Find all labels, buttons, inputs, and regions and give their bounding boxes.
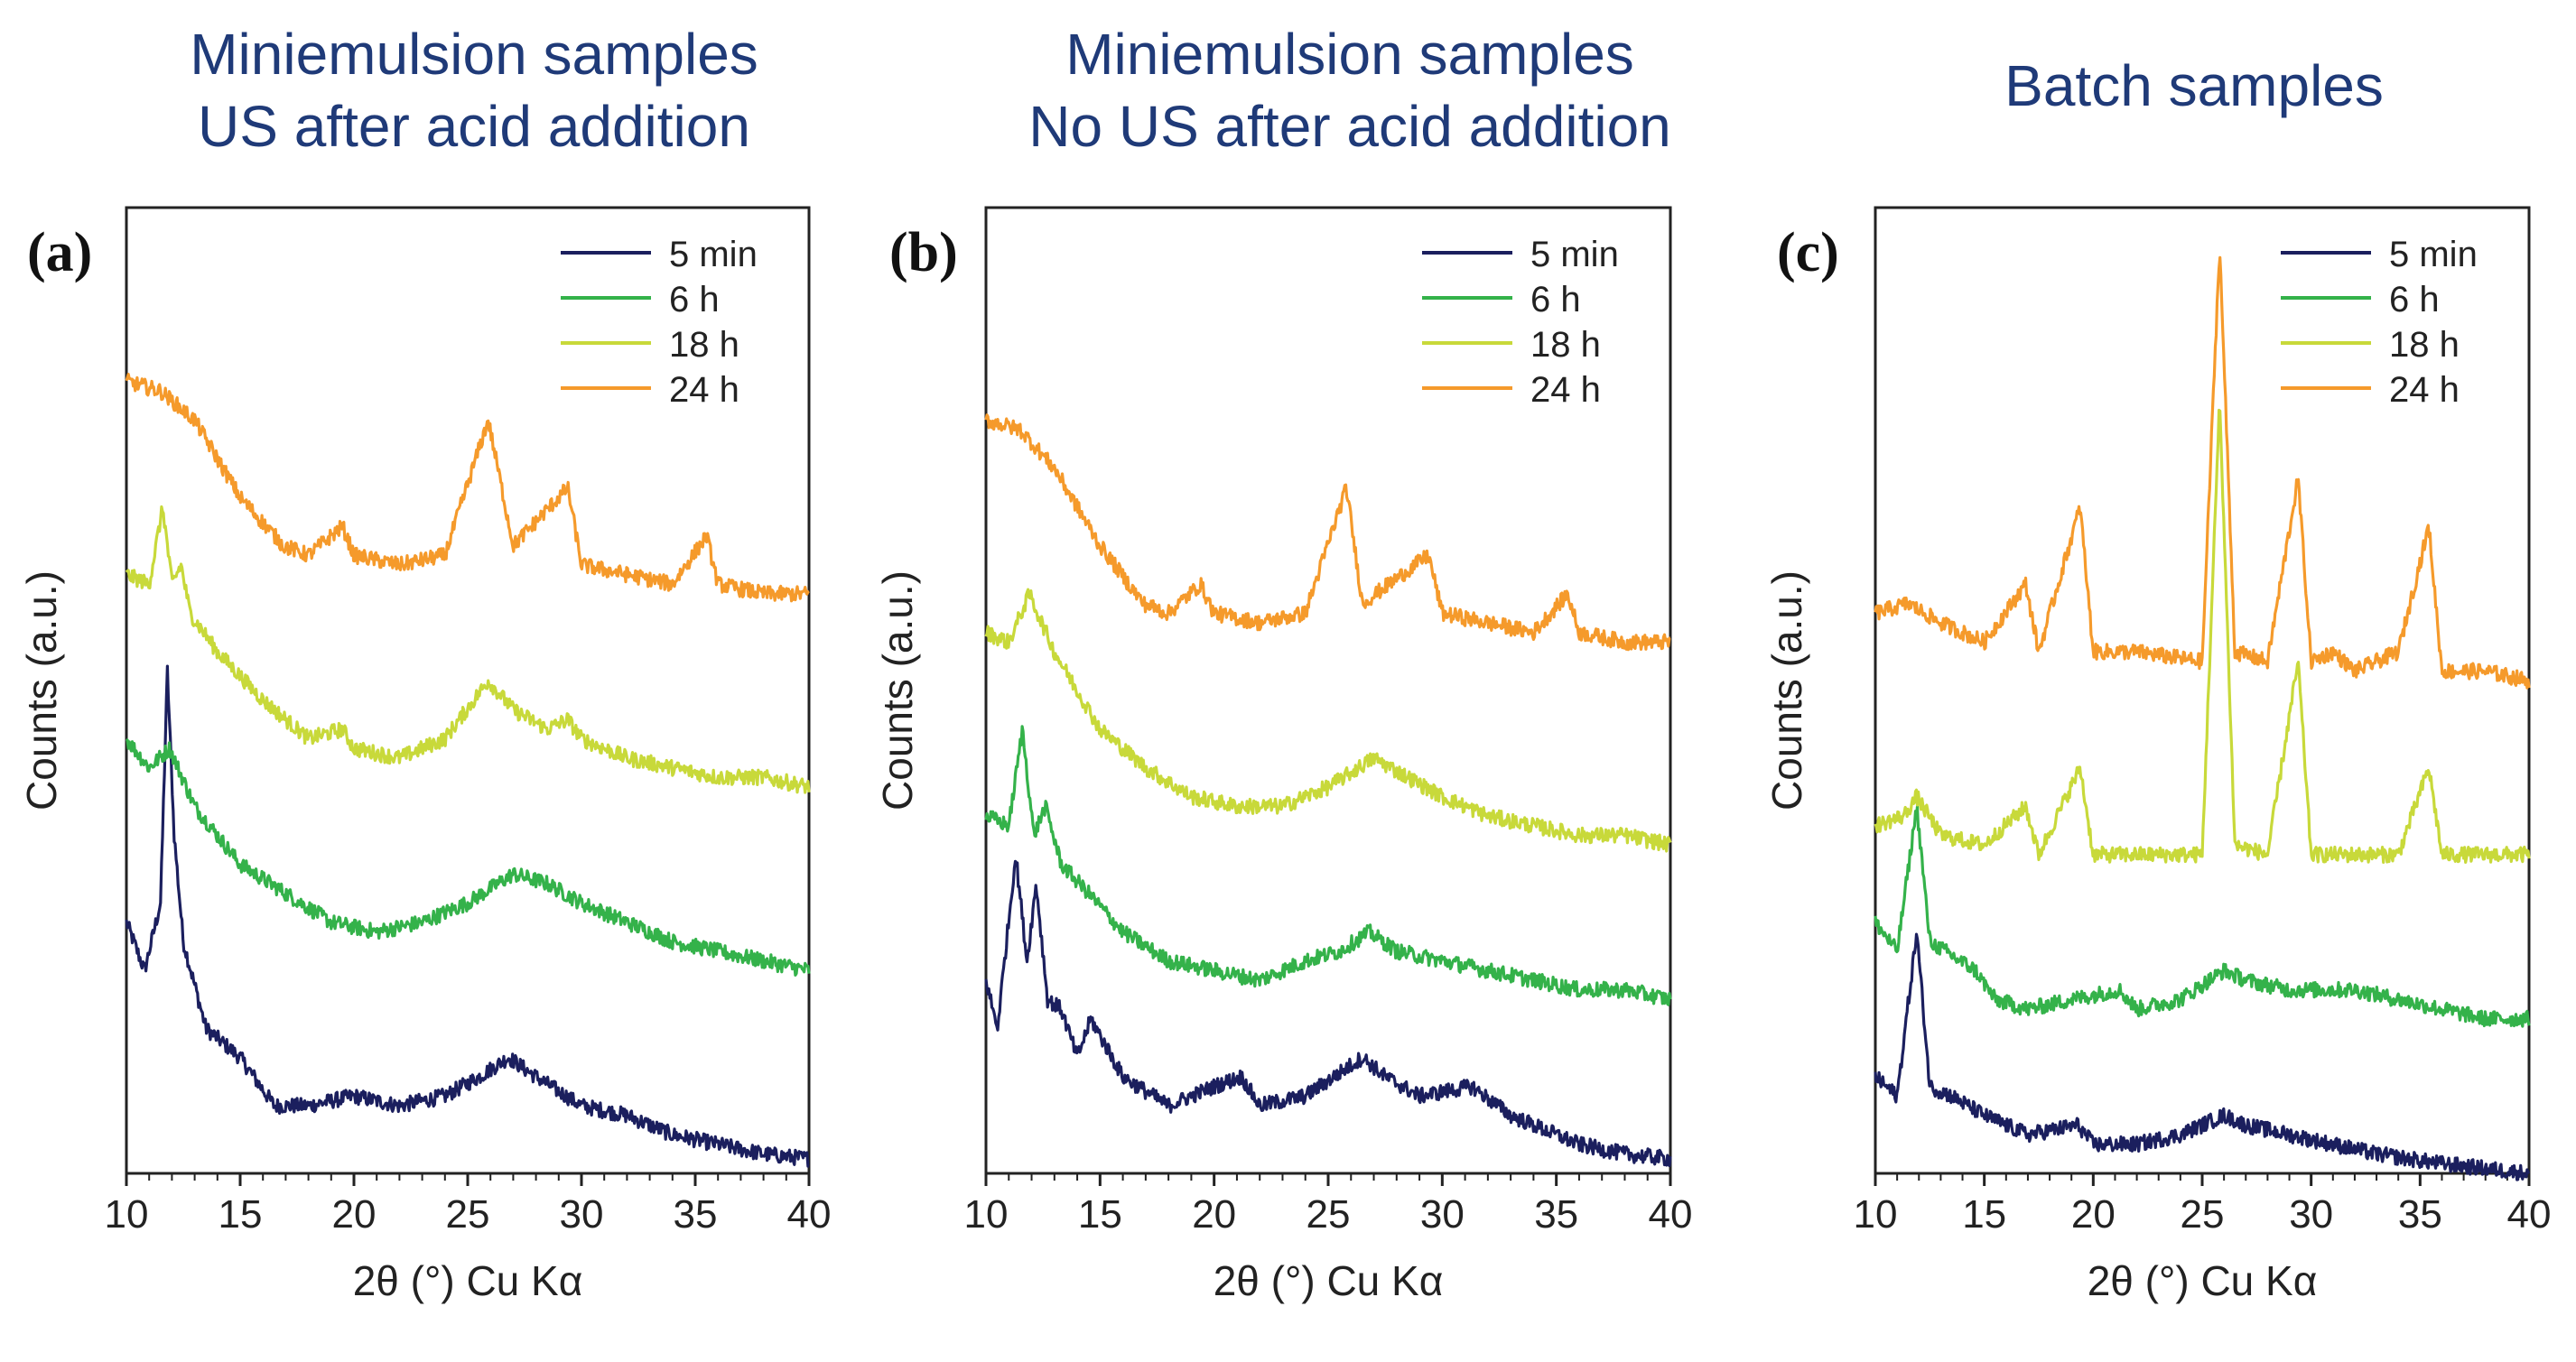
series-line-5-min — [125, 664, 810, 1169]
panel-title-a: Miniemulsion samples US after acid addit… — [68, 18, 880, 162]
legend-label: 6 h — [2389, 280, 2440, 320]
x-axis-label: 2θ (°) Cu Kα — [2088, 1257, 2318, 1304]
panel-title-b-line-1: Miniemulsion samples — [1065, 22, 1634, 87]
x-tick-label: 15 — [1078, 1192, 1122, 1237]
series-line-5-min — [984, 859, 1672, 1168]
panel-letter: (a) — [27, 222, 92, 283]
legend-label: 5 min — [669, 235, 758, 274]
legend-label: 5 min — [1530, 235, 1619, 274]
y-axis-label: Counts (a.u.) — [18, 570, 65, 811]
x-tick-label: 15 — [219, 1192, 263, 1237]
x-tick-label: 20 — [332, 1192, 377, 1237]
x-tick-label: 15 — [1962, 1192, 2006, 1237]
y-axis-label: Counts (a.u.) — [874, 570, 921, 811]
x-axis-label: 2θ (°) Cu Kα — [353, 1257, 583, 1304]
legend-label: 5 min — [2389, 235, 2478, 274]
legend-label: 18 h — [669, 325, 739, 365]
x-tick-label: 30 — [1420, 1192, 1465, 1237]
panel-title-c-line-1: Batch samples — [2004, 53, 2384, 118]
series-line-6-h — [1874, 805, 2531, 1028]
series-line-18-h — [1874, 408, 2531, 864]
legend-label: 24 h — [669, 370, 739, 410]
x-tick-label: 10 — [1854, 1192, 1898, 1237]
x-tick-label: 40 — [787, 1192, 832, 1237]
legend-label: 24 h — [2389, 370, 2460, 410]
x-tick-label: 35 — [1534, 1192, 1578, 1237]
x-tick-label: 20 — [2071, 1192, 2116, 1237]
x-tick-label: 10 — [964, 1192, 1009, 1237]
x-tick-label: 10 — [105, 1192, 149, 1237]
x-tick-label: 25 — [446, 1192, 490, 1237]
x-axis-label: 2θ (°) Cu Kα — [1214, 1257, 1444, 1304]
series-line-18-h — [125, 505, 811, 794]
panel-title-c: Batch samples — [1788, 50, 2576, 122]
plot-2: 10 15 20 25 30 35 40 2θ (°) Cu Kα Counts (a.u.) (… — [874, 206, 1693, 1304]
series-line-24-h — [1874, 255, 2531, 690]
x-tick-label: 35 — [2398, 1192, 2442, 1237]
x-tick-label: 25 — [2181, 1192, 2225, 1237]
panel-title-a-line-2: US after acid addition — [198, 94, 750, 159]
series-line-24-h — [125, 373, 810, 603]
panel-title-b-line-2: No US after acid addition — [1028, 94, 1671, 159]
panel-letter: (c) — [1777, 222, 1839, 283]
plot-3: 10 15 20 25 30 35 40 2θ (°) Cu Kα Counts (a.u.) (… — [1763, 206, 2552, 1304]
panel-title-b: Miniemulsion samples No US after acid ad… — [944, 18, 1756, 162]
x-tick-label: 40 — [1649, 1192, 1693, 1237]
panel-letter: (b) — [889, 222, 958, 283]
legend-label: 18 h — [2389, 325, 2460, 365]
series-line-18-h — [984, 588, 1672, 853]
x-tick-label: 35 — [674, 1192, 718, 1237]
series-line-24-h — [984, 413, 1671, 652]
plot-1: 10 15 20 25 30 35 40 2θ (°) Cu Kα Counts (a.u.) (… — [18, 206, 832, 1304]
x-tick-label: 30 — [560, 1192, 604, 1237]
legend-label: 6 h — [1530, 280, 1581, 320]
legend-label: 6 h — [669, 280, 720, 320]
panel-title-a-line-1: Miniemulsion samples — [190, 22, 758, 87]
legend-label: 18 h — [1530, 325, 1601, 365]
y-axis-label: Counts (a.u.) — [1763, 570, 1810, 811]
legend-label: 24 h — [1530, 370, 1601, 410]
series-line-5-min — [1874, 932, 2531, 1181]
x-tick-label: 25 — [1307, 1192, 1351, 1237]
x-tick-label: 40 — [2507, 1192, 2552, 1237]
series-line-6-h — [125, 737, 811, 977]
series-line-6-h — [984, 725, 1672, 1006]
x-tick-label: 20 — [1192, 1192, 1236, 1237]
x-tick-label: 30 — [2289, 1192, 2333, 1237]
